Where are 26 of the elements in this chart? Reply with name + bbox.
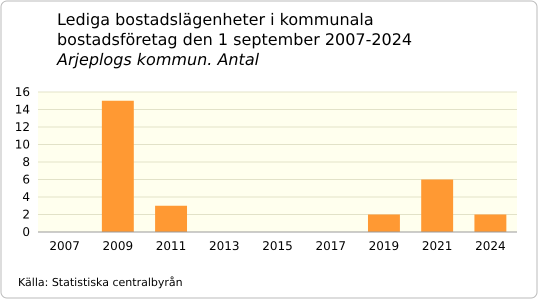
bar xyxy=(368,214,400,232)
x-tick-label: 2019 xyxy=(368,239,400,253)
y-tick-label: 2 xyxy=(22,208,30,222)
x-tick-label: 2009 xyxy=(102,239,134,253)
x-tick-label: 2024 xyxy=(475,239,506,253)
chart-subtitle: Arjeplogs kommun. Antal xyxy=(56,50,260,69)
bar xyxy=(421,180,454,232)
y-tick-label: 14 xyxy=(14,102,30,117)
y-tick-label: 0 xyxy=(22,225,30,240)
x-tick-label: 2021 xyxy=(422,239,452,253)
x-tick-label: 2011 xyxy=(156,239,186,253)
chart-title: Lediga bostadslägenheter i kommunala bostadsföretag den 1 september 2007-2024 xyxy=(57,10,412,49)
bar xyxy=(474,214,506,232)
y-tick-label: 8 xyxy=(22,155,30,170)
x-tick-label: 2013 xyxy=(209,239,240,253)
x-tick-label: 2007 xyxy=(49,239,80,253)
y-tick-label: 10 xyxy=(14,138,30,152)
y-tick-label: 4 xyxy=(22,190,30,204)
bar xyxy=(102,100,134,232)
y-tick-label: 16 xyxy=(14,85,30,100)
text: Källa: Statistiska centralbyrån xyxy=(18,276,183,289)
x-tick-label: 2017 xyxy=(315,239,346,253)
bar xyxy=(155,206,188,232)
y-tick-label: 12 xyxy=(14,120,30,134)
x-tick-label: 2015 xyxy=(262,239,293,253)
y-tick-label: 6 xyxy=(22,172,30,187)
